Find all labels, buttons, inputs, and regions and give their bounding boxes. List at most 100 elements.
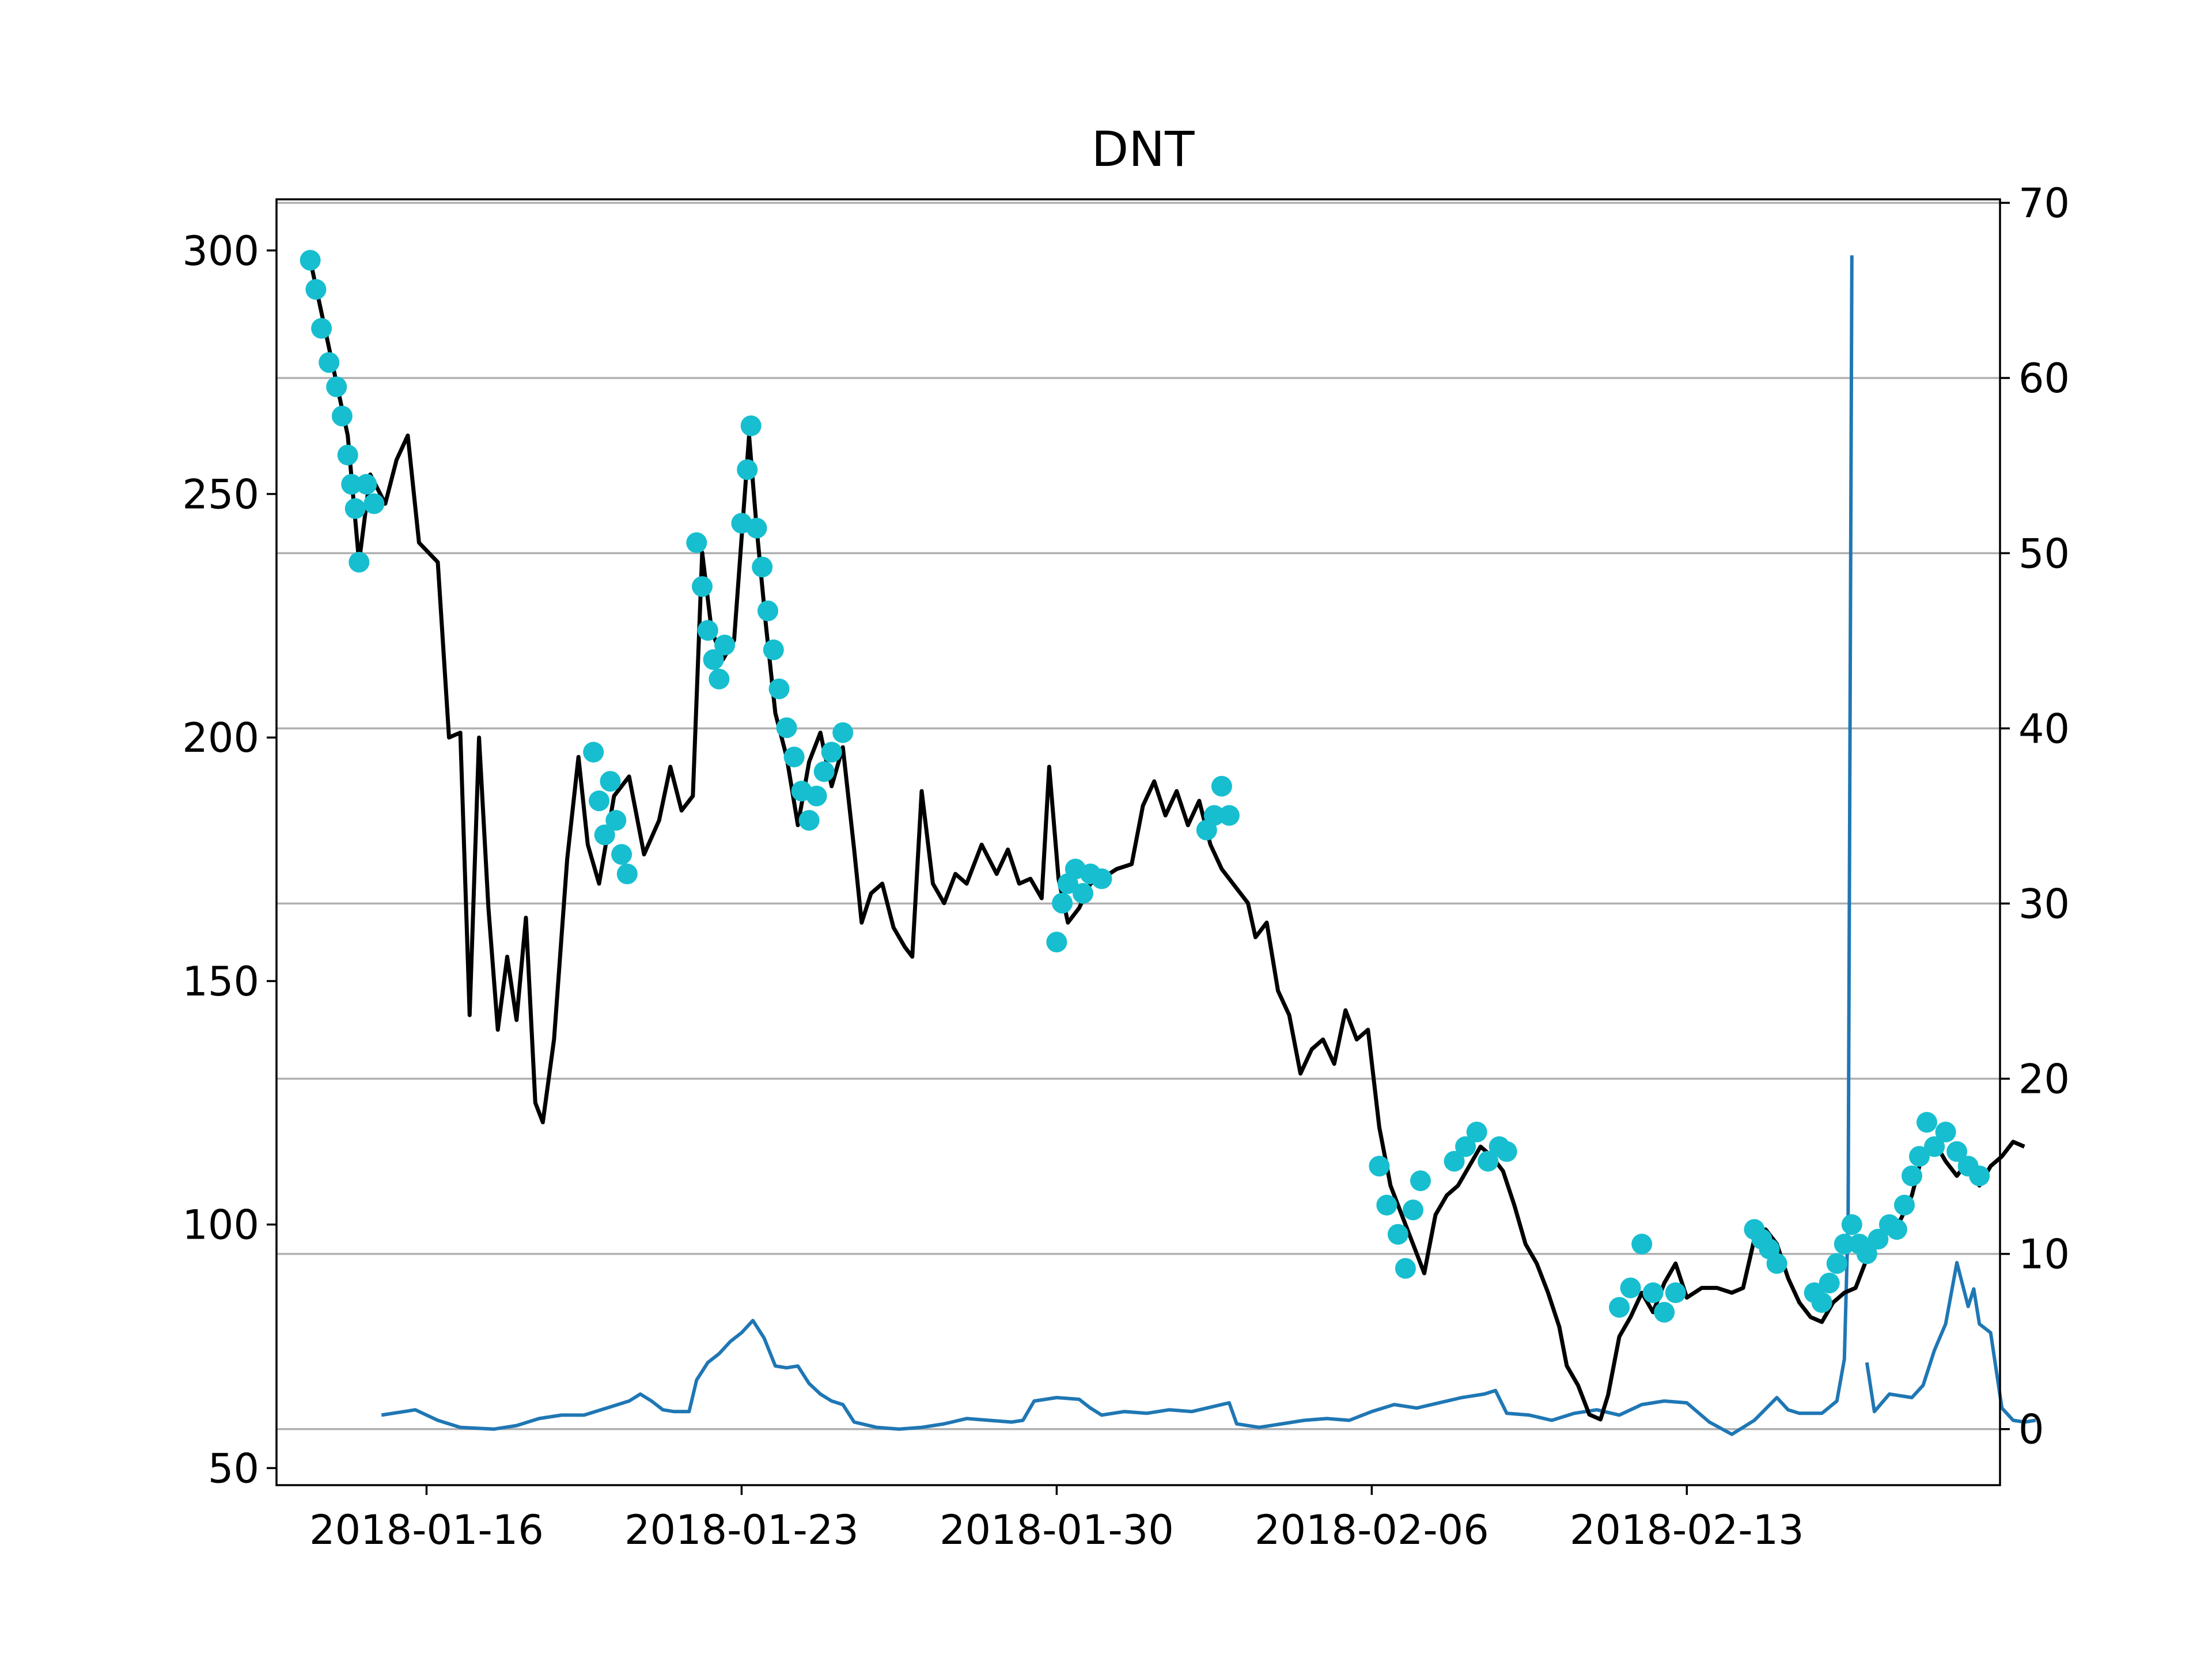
signal-marker bbox=[1073, 883, 1093, 904]
signal-marker bbox=[1369, 1156, 1390, 1177]
y-right-tick-label: 60 bbox=[2018, 355, 2070, 402]
signal-marker bbox=[1916, 1112, 1937, 1133]
signal-marker bbox=[300, 249, 321, 271]
plot-frame bbox=[275, 198, 2001, 1486]
y-right-tick-label: 40 bbox=[2018, 705, 2070, 752]
signal-marker bbox=[1665, 1282, 1686, 1303]
signal-marker bbox=[798, 810, 820, 831]
signal-marker bbox=[1886, 1219, 1907, 1240]
axes: 50 100 150 200 250 300 0 10 20 30 40 50 60 70 2018-01-… bbox=[182, 180, 2070, 1554]
signal-marker bbox=[1868, 1229, 1889, 1250]
signal-marker bbox=[763, 639, 784, 660]
signal-marker bbox=[737, 459, 758, 480]
price-series-line bbox=[308, 259, 2025, 1422]
y-left-tick-label: 50 bbox=[208, 1445, 259, 1492]
left-axis-marker-series bbox=[300, 249, 1990, 1323]
indicator-series-line bbox=[381, 255, 1854, 1436]
signal-marker bbox=[1902, 1165, 1922, 1187]
signal-marker bbox=[363, 493, 385, 514]
y-right-tick-label: 20 bbox=[2018, 1056, 2070, 1103]
y-right-tick-label: 30 bbox=[2018, 880, 2070, 927]
y-right-tick-label: 10 bbox=[2018, 1231, 2070, 1278]
signal-marker bbox=[594, 824, 615, 846]
signal-marker bbox=[1894, 1194, 1915, 1216]
signal-marker bbox=[1909, 1146, 1930, 1167]
signal-marker bbox=[1826, 1253, 1847, 1274]
signal-marker bbox=[1496, 1141, 1517, 1162]
signal-marker bbox=[709, 668, 730, 690]
signal-marker bbox=[703, 649, 724, 670]
signal-marker bbox=[349, 551, 370, 573]
y-right-tick-label: 50 bbox=[2018, 530, 2070, 577]
signal-marker bbox=[326, 376, 347, 397]
signal-marker bbox=[1819, 1273, 1840, 1294]
signal-marker bbox=[1766, 1253, 1787, 1274]
signal-marker bbox=[1211, 775, 1232, 797]
signal-marker bbox=[1935, 1122, 1956, 1142]
signal-marker bbox=[686, 532, 707, 553]
signal-marker bbox=[616, 864, 638, 884]
x-tick-label: 2018-01-23 bbox=[624, 1506, 859, 1554]
signal-marker bbox=[1403, 1199, 1423, 1221]
chart-title: DNT bbox=[1092, 121, 1195, 177]
signal-marker bbox=[1203, 805, 1225, 826]
left-axis-line-series bbox=[308, 259, 2025, 1422]
signal-marker bbox=[337, 444, 358, 465]
signal-marker bbox=[311, 318, 332, 339]
signal-marker bbox=[740, 415, 762, 437]
signal-marker bbox=[600, 771, 621, 792]
signal-marker bbox=[806, 785, 827, 807]
signal-marker bbox=[319, 352, 340, 373]
x-tick-label: 2018-01-16 bbox=[309, 1506, 544, 1554]
signal-marker bbox=[697, 620, 718, 641]
signal-marker bbox=[589, 790, 609, 812]
signal-marker bbox=[1091, 868, 1112, 889]
signal-marker bbox=[832, 722, 854, 743]
signal-marker bbox=[356, 474, 377, 495]
y-right-tick-label: 70 bbox=[2018, 180, 2070, 227]
signal-marker bbox=[611, 844, 632, 865]
x-tick-label: 2018-02-13 bbox=[1570, 1506, 1804, 1554]
x-tick-label: 2018-01-30 bbox=[940, 1506, 1174, 1554]
signal-marker bbox=[1654, 1301, 1675, 1323]
signal-marker bbox=[1609, 1297, 1630, 1318]
signal-marker bbox=[1046, 932, 1067, 953]
signal-marker bbox=[757, 600, 778, 622]
y-right-tick-label: 0 bbox=[2018, 1406, 2044, 1453]
signal-marker bbox=[341, 474, 362, 495]
signal-marker bbox=[813, 761, 835, 782]
signal-marker bbox=[1631, 1233, 1653, 1255]
signal-marker bbox=[1478, 1150, 1499, 1172]
y-left-tick-label: 250 bbox=[182, 471, 259, 518]
signal-marker bbox=[1856, 1243, 1877, 1265]
signal-marker bbox=[1969, 1165, 1990, 1187]
signal-marker bbox=[583, 741, 604, 763]
signal-marker bbox=[1642, 1282, 1664, 1303]
y-left-tick-label: 100 bbox=[182, 1202, 259, 1249]
signal-marker bbox=[1924, 1136, 1945, 1157]
signal-marker bbox=[344, 498, 366, 519]
signal-marker bbox=[1455, 1136, 1476, 1157]
signal-marker bbox=[1946, 1141, 1968, 1162]
signal-marker bbox=[1444, 1150, 1465, 1172]
signal-marker bbox=[1841, 1214, 1862, 1235]
signal-marker bbox=[746, 517, 767, 539]
signal-marker bbox=[331, 406, 353, 427]
signal-marker bbox=[1410, 1170, 1431, 1191]
indicator-series-line bbox=[1865, 1260, 2036, 1424]
x-tick-label: 2018-02-06 bbox=[1255, 1506, 1489, 1554]
signal-marker bbox=[605, 810, 627, 831]
signal-marker bbox=[1052, 892, 1073, 914]
right-axis-series bbox=[381, 255, 2036, 1436]
y-left-tick-label: 150 bbox=[182, 958, 259, 1005]
signal-marker bbox=[692, 576, 713, 597]
signal-marker bbox=[768, 678, 790, 699]
signal-marker bbox=[305, 279, 327, 300]
signal-marker bbox=[1466, 1122, 1487, 1142]
y-left-tick-label: 200 bbox=[182, 714, 259, 762]
signal-marker bbox=[1218, 805, 1240, 826]
signal-marker bbox=[1834, 1233, 1855, 1255]
